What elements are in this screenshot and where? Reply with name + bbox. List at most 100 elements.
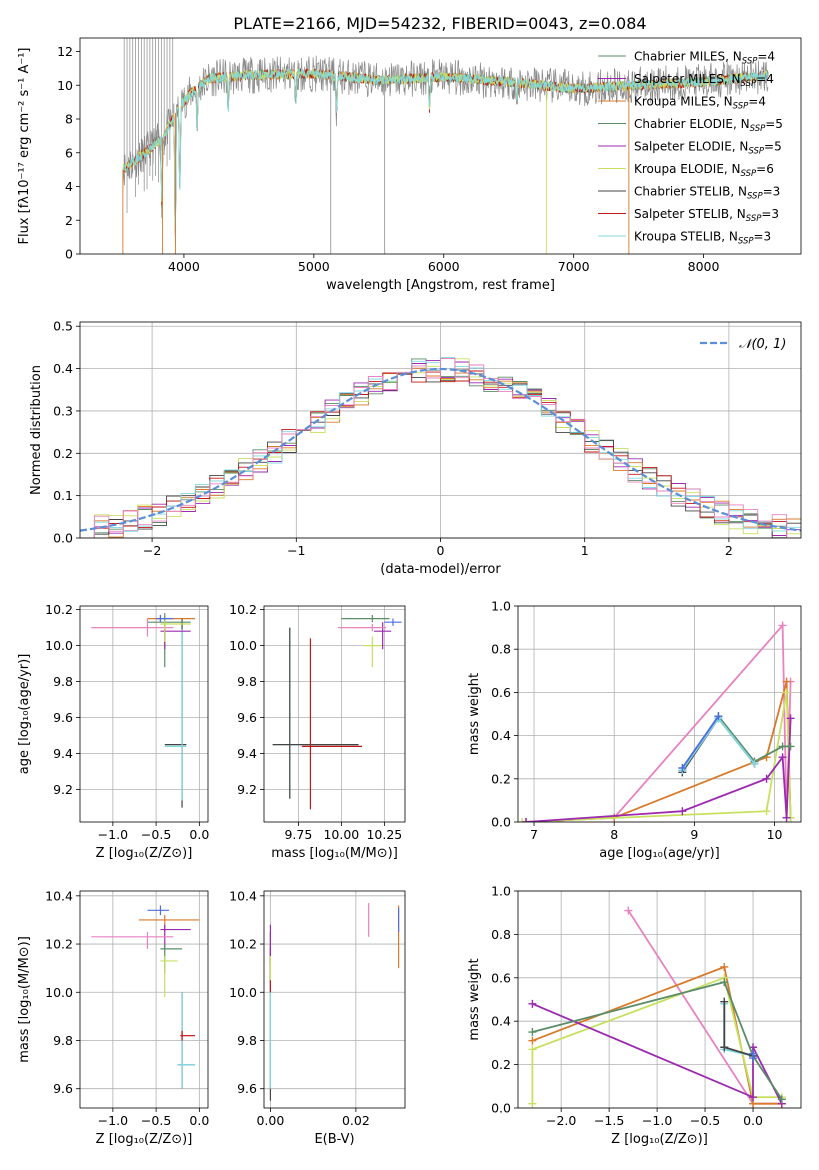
age_vs_mass-ytick-label: 10.2 [229,602,257,617]
mass_vs_z-ytick-label: 9.8 [53,1033,73,1048]
residuals-xtick-label: −2 [143,543,161,558]
spectrum-ytick-label: 10 [57,78,73,93]
age_vs_mass-axes: 9.75 10.00 10.25 9.2 9.4 9.6 9.8 10.0 10.2 mass [… [229,602,405,861]
residuals-xlabel: (data-model)/error [380,562,501,577]
mass_vs_z-xtick-label: −1.0 [98,1113,128,1128]
mass_vs_ebv-ytick-label: 10.2 [229,937,257,952]
mass_vs_ebv-plot-area [269,903,400,1101]
age_vs_z-xtick-label: 0.0 [189,827,209,842]
legend-label: Kroupa MILES, NSSP=4 [634,95,766,112]
weights_vs_z-xtick-label: −1.5 [594,1113,624,1128]
residuals-ytick-label: 0.3 [53,403,73,418]
legend-label: Kroupa ELODIE, NSSP=6 [634,162,774,179]
age_vs_z-ylabel: age [log₁₀(age/yr)] [17,654,32,775]
weight-point-marker [762,774,771,783]
weight-point-marker [778,742,787,751]
age_vs_z-axes: −1.0 −0.5 0.0 9.2 9.4 9.6 9.8 10.0 10.2 Z [log₁₀(… [17,602,209,861]
mass_vs_ebv-ytick-label: 10.4 [229,888,257,903]
weight-point-marker [782,688,791,697]
weight-point-marker [624,906,633,915]
mass_vs_z-ylabel: mass [log₁₀(M/M⊙)] [17,936,32,1063]
residuals-ytick-label: 0.5 [53,319,73,334]
plots-layer: 4000 5000 6000 7000 8000024681012wavelength … [17,37,802,1147]
legend-label: Salpeter STELIB, NSSP=3 [634,207,779,224]
weight-point-marker [786,742,795,751]
weights_vs_z-ytick-label: 0.4 [491,1014,511,1029]
spectrum-model-kroupa_stelib [122,68,769,238]
residuals-xtick-label: 1 [581,543,589,558]
mass_vs_z-xlabel: Z [log₁₀(Z/Z⊙)] [96,1132,193,1147]
weight-point-marker [778,621,787,630]
spectrum-ytick-label: 12 [57,44,73,59]
weight-point-marker [528,1045,537,1054]
weight-point-marker [720,978,729,987]
weight-point-marker [782,813,791,822]
weights_vs_z-frame [517,890,802,1109]
weights_vs_z-ytick-label: 1.0 [491,884,511,899]
weights_vs_age-xtick-label: 9 [690,827,698,842]
weights_vs_z-xtick-label: 0.0 [743,1113,763,1128]
age_vs_z-xtick-label: −0.5 [141,827,171,842]
weights_vs_age-ytick-label: 0.2 [491,771,511,786]
age_vs_z-xtick-label: −1.0 [98,827,128,842]
weight-point-marker [518,818,527,822]
residuals-xtick-label: 2 [725,543,733,558]
legend-label: Salpeter MILES, NSSP=4 [634,72,774,89]
weight-point-marker [786,714,795,723]
weight-series-line [525,623,792,822]
spectrum-ytick-label: 6 [65,145,73,160]
age_vs_mass-plot-area [272,615,402,810]
spectrum-xtick-label: 7000 [558,259,590,274]
weight-point-marker [528,999,537,1008]
weight-point-marker [749,1093,758,1102]
residuals-ytick-label: 0.0 [53,531,73,546]
mass_vs_z-axes: −1.0 −0.5 0.0 9.6 9.8 10.0 10.2 10.4 Z [log₁₀(Z/… [17,888,209,1147]
weights_vs_age-xtick-label: 10 [767,827,783,842]
legend-label: Chabrier ELODIE, NSSP=5 [634,117,783,134]
weights_vs_age-xlabel: age [log₁₀(age/yr)] [599,846,720,861]
residuals-axes: −2 −1 0 1 2 0.0 0.1 0.2 0.3 0.4 0.5 (data-model)/er… [29,319,801,577]
mass_vs_ebv-ytick-label: 9.6 [237,1081,257,1096]
weight-series-line [532,981,783,1100]
weights_vs_z-xlabel: Z [log₁₀(Z/Z⊙)] [611,1132,708,1147]
mass_vs_ebv-xtick-label: 0.00 [256,1113,284,1128]
legend-label: Kroupa STELIB, NSSP=3 [634,230,771,247]
age_vs_z-ytick-label: 10.0 [45,638,73,653]
age_vs_mass-ytick-label: 9.8 [237,674,257,689]
mass_vs_z-plot-area [91,905,200,1089]
weight-series-line [532,1002,783,1105]
figure-title: PLATE=2166, MJD=54232, FIBERID=0043, z=0… [233,14,646,33]
weights_vs_z-ytick-label: 0.8 [491,927,511,942]
age_vs_mass-ytick-label: 9.4 [237,746,257,761]
weights_vs_z-axes: −2.0 −1.5 −1.0 −0.5 0.0 0.0 0.2 0.4 0.6 0.8 1.0 Z [… [467,884,801,1147]
legend-label: 𝒩(0, 1) [739,337,786,352]
weight-point-marker [720,962,729,971]
weights_vs_age-ylabel: mass weight [467,673,482,755]
residuals-frame [79,321,802,539]
weights_vs_age-axes: 7 8 9 10 0.0 0.2 0.4 0.6 0.8 1.0 age [log₁₀(age/yr… [467,599,801,861]
age_vs_z-ytick-label: 9.2 [53,782,73,797]
weight-point-marker [750,759,759,768]
age_vs_mass-xlabel: mass [log₁₀(M/M⊙)] [271,846,398,861]
mass_vs_ebv-ytick-label: 9.8 [237,1033,257,1048]
spectrum-xtick-label: 6000 [428,259,460,274]
residuals-ytick-label: 0.4 [53,361,73,376]
mass_vs_ebv-xtick-label: 0.02 [342,1113,370,1128]
mass_vs_ebv-axes: 0.00 0.02 9.6 9.8 10.0 10.2 10.4 E(B-V) [229,888,405,1147]
weights_vs_z-ylabel: mass weight [467,958,482,1040]
residuals-ytick-label: 0.1 [53,488,73,503]
weights_vs_age-plot-area [518,621,795,822]
weights_vs_z-plot-area [528,906,786,1108]
mass_vs_z-xtick-label: 0.0 [189,1113,209,1128]
weights_vs_age-ytick-label: 0.6 [491,685,511,700]
mass_vs_z-ytick-label: 10.4 [45,888,73,903]
spectrum-ytick-label: 8 [65,112,73,127]
age_vs_mass-frame [263,605,406,823]
legend-label: Chabrier STELIB, NSSP=3 [634,185,780,202]
age_vs_z-frame [79,605,209,823]
weight-point-marker [778,753,787,762]
spectrum-plot-area [122,38,769,254]
weight-series-line [681,715,720,769]
age_vs_mass-xtick-label: 10.00 [323,827,359,842]
